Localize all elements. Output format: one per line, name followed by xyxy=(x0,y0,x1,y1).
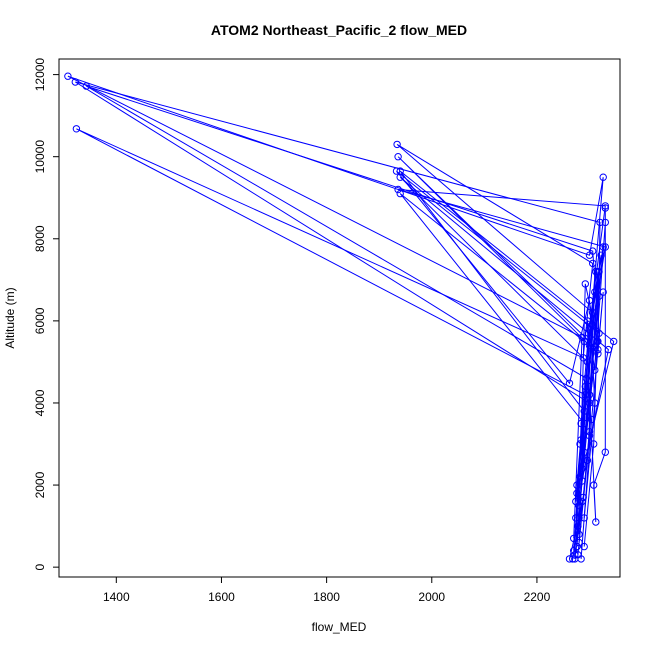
data-point xyxy=(580,542,588,551)
y-tick-label: 12000 xyxy=(33,58,47,92)
y-tick-label: 2000 xyxy=(33,471,47,498)
data-point xyxy=(576,440,584,448)
series-layer xyxy=(64,72,618,563)
data-point xyxy=(601,204,609,212)
y-axis-label: Altitude (m) xyxy=(3,287,17,348)
data-point xyxy=(584,382,593,391)
data-point xyxy=(594,350,602,358)
data-point xyxy=(394,153,402,161)
data-point xyxy=(72,125,81,133)
y-tick-label: 8000 xyxy=(33,225,47,252)
data-point xyxy=(573,481,581,489)
chart-title: ATOM2 Northeast_Pacific_2 flow_MED xyxy=(211,22,467,38)
data-point xyxy=(565,379,574,387)
data-point xyxy=(394,185,402,194)
series-line-10 xyxy=(399,193,596,560)
data-point xyxy=(576,473,584,481)
data-point xyxy=(573,542,581,551)
data-point xyxy=(565,555,574,563)
y-axis: 0 2000 4000 6000 8000 10000 12000 xyxy=(33,58,59,570)
data-point xyxy=(580,419,588,428)
y-tick-label: 6000 xyxy=(33,307,47,334)
data-point xyxy=(577,555,585,563)
x-axis: 1400 1600 1800 2000 2200 xyxy=(103,577,551,604)
series-line-2 xyxy=(76,128,599,555)
data-point xyxy=(597,251,605,259)
x-tick-label: 1400 xyxy=(103,590,130,604)
y-tick-label: 4000 xyxy=(33,389,47,416)
plot-frame xyxy=(58,58,621,578)
series-line-8 xyxy=(579,208,606,547)
data-point xyxy=(571,551,579,559)
data-point xyxy=(591,288,599,296)
x-tick-label: 1600 xyxy=(208,590,235,604)
data-point xyxy=(593,337,601,346)
data-point xyxy=(396,173,404,181)
data-point xyxy=(590,440,598,448)
data-point xyxy=(392,167,401,175)
data-point xyxy=(575,514,583,522)
data-point xyxy=(610,337,618,346)
data-point xyxy=(585,251,594,259)
series-line-3 xyxy=(75,81,604,559)
data-point xyxy=(580,337,588,346)
data-point xyxy=(578,497,586,506)
y-tick-label: 10000 xyxy=(33,140,47,174)
x-tick-label: 2200 xyxy=(524,590,551,604)
series-line-4 xyxy=(86,85,600,551)
x-axis-label: flow_MED xyxy=(312,620,367,634)
data-point xyxy=(581,280,589,288)
series-line-5 xyxy=(67,75,604,555)
x-tick-label: 2000 xyxy=(418,590,445,604)
data-point xyxy=(585,341,594,350)
data-point xyxy=(583,317,592,325)
data-point xyxy=(594,345,602,354)
data-point xyxy=(393,140,401,149)
y-tick-label: 0 xyxy=(33,563,47,570)
data-point xyxy=(599,173,607,181)
data-point xyxy=(601,448,609,456)
data-point xyxy=(592,518,600,526)
data-point xyxy=(64,72,72,80)
data-point xyxy=(590,481,598,489)
x-tick-label: 1800 xyxy=(313,590,340,604)
data-point xyxy=(396,189,404,198)
data-point xyxy=(595,292,603,300)
data-point xyxy=(601,218,609,227)
data-point xyxy=(592,267,600,276)
